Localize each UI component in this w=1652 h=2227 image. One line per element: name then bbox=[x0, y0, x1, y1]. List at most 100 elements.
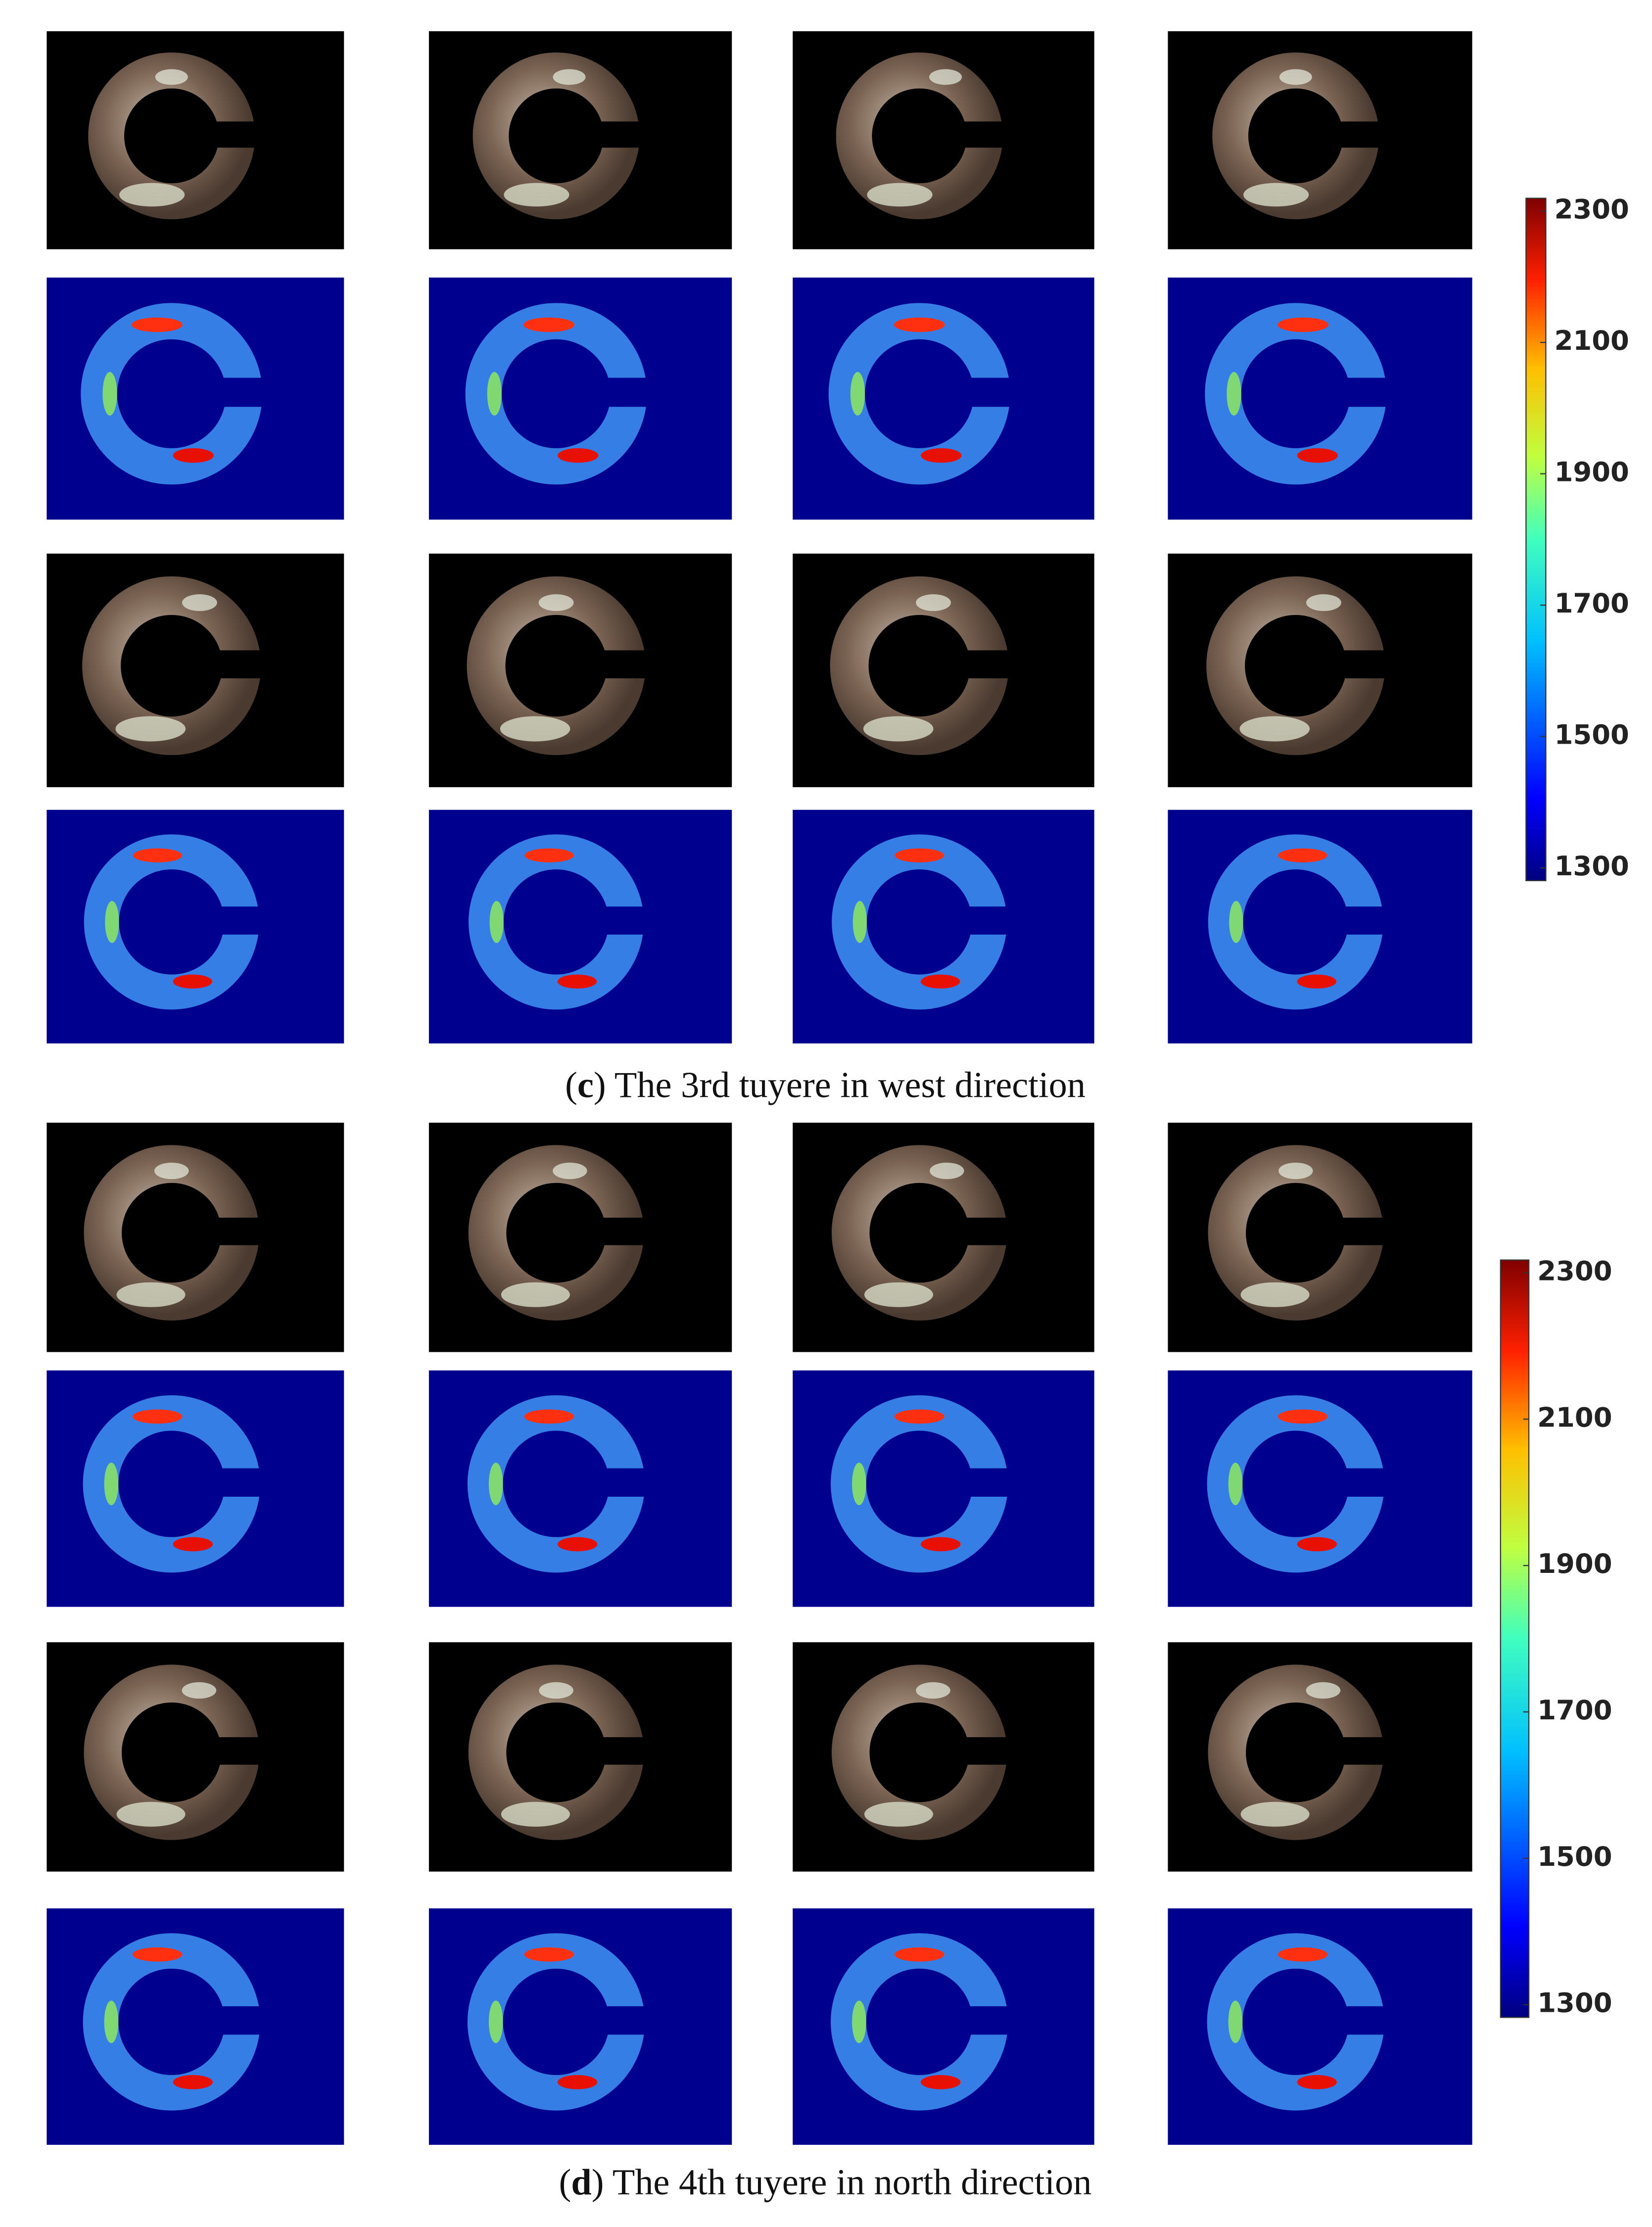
temperature-map bbox=[428, 277, 732, 520]
warm-zone bbox=[852, 1463, 866, 1506]
coke-highlight bbox=[116, 1801, 186, 1827]
tuyere-gap bbox=[542, 1468, 670, 1497]
warm-zone bbox=[102, 372, 117, 416]
tuyere-photo bbox=[793, 1642, 1094, 1872]
hot-zone bbox=[524, 1409, 574, 1424]
temperature-map bbox=[1168, 1370, 1472, 1607]
coke-highlight bbox=[539, 1682, 573, 1699]
coke-highlight bbox=[500, 716, 570, 742]
hot-zone bbox=[1297, 974, 1336, 989]
tuyere-gap bbox=[1282, 1737, 1406, 1765]
colorbar bbox=[1500, 1259, 1530, 2018]
tuyere-photo bbox=[47, 1642, 344, 1872]
tuyere-gap bbox=[157, 2006, 285, 2035]
colorbar bbox=[1525, 197, 1547, 881]
coke-highlight bbox=[1239, 716, 1310, 742]
hot-zone bbox=[921, 974, 960, 989]
colorbar-tick-label: 1700 bbox=[1537, 1695, 1612, 1726]
hot-zone bbox=[895, 848, 944, 862]
coke-highlight bbox=[501, 1801, 570, 1827]
hot-zone bbox=[133, 848, 183, 862]
hot-zone bbox=[1278, 1409, 1328, 1424]
temperature-map bbox=[47, 1370, 344, 1607]
tuyere-gap bbox=[905, 650, 1032, 679]
colorbar-tick-label: 1500 bbox=[1555, 719, 1629, 751]
caption-text: ) The 3rd tuyere in west direction bbox=[594, 1065, 1086, 1106]
hot-zone bbox=[921, 448, 962, 463]
tuyere-gap bbox=[157, 378, 288, 407]
coke-highlight bbox=[1306, 1682, 1341, 1699]
colorbar-tick-label: 1300 bbox=[1537, 1988, 1612, 2019]
temperature-map bbox=[47, 277, 344, 520]
tuyere-gap bbox=[906, 121, 1024, 148]
tuyere-photo bbox=[1168, 31, 1472, 249]
tuyere-gap bbox=[541, 378, 672, 407]
hot-zone bbox=[132, 1947, 183, 1962]
tuyere-photo bbox=[793, 553, 1094, 787]
coke-highlight bbox=[553, 1162, 587, 1180]
warm-zone bbox=[488, 2000, 503, 2043]
tuyere-photo bbox=[428, 1642, 732, 1872]
tuyere-gap bbox=[542, 1217, 666, 1245]
temperature-map bbox=[793, 1370, 1094, 1607]
hot-zone bbox=[557, 1537, 598, 1552]
warm-zone bbox=[850, 372, 865, 416]
colorbar-tick-label: 2100 bbox=[1537, 1402, 1612, 1433]
colorbar-tick-label: 1500 bbox=[1537, 1841, 1612, 1872]
tuyere-photo bbox=[47, 553, 344, 787]
coke-highlight bbox=[115, 716, 186, 742]
coke-highlight bbox=[1278, 1162, 1313, 1180]
hot-zone bbox=[1278, 848, 1327, 862]
coke-highlight bbox=[119, 183, 185, 207]
colorbar-tick-label: 1300 bbox=[1555, 851, 1629, 882]
hot-zone bbox=[173, 2075, 213, 2089]
temperature-map bbox=[47, 1908, 344, 2145]
coke-highlight bbox=[1306, 594, 1341, 612]
panel-caption: (c) The 3rd tuyere in west direction bbox=[565, 1065, 1086, 1106]
coke-highlight bbox=[501, 1282, 570, 1307]
coke-highlight bbox=[1243, 183, 1309, 207]
coke-highlight bbox=[182, 594, 217, 612]
hot-zone bbox=[173, 448, 214, 463]
warm-zone bbox=[104, 1463, 119, 1506]
hot-zone bbox=[921, 1537, 961, 1552]
tuyere-gap bbox=[905, 2006, 1033, 2035]
hot-zone bbox=[173, 974, 212, 989]
coke-highlight bbox=[504, 183, 569, 207]
coke-highlight bbox=[538, 594, 574, 612]
temperature-map bbox=[793, 277, 1094, 520]
tuyere-gap bbox=[542, 650, 668, 679]
panel-caption: (d) The 4th tuyere in north direction bbox=[559, 2162, 1092, 2203]
tuyere-gap bbox=[904, 378, 1036, 407]
temperature-map bbox=[428, 1370, 732, 1607]
colorbar-tick-label: 1900 bbox=[1537, 1548, 1612, 1579]
tuyere-gap bbox=[905, 1468, 1033, 1497]
hot-zone bbox=[558, 448, 599, 463]
colorbar-tick-label: 2100 bbox=[1555, 325, 1629, 356]
tuyere-photo bbox=[1168, 1123, 1472, 1352]
colorbar-tick-label: 1700 bbox=[1555, 588, 1629, 619]
tuyere-photo bbox=[428, 553, 732, 787]
tuyere-gap bbox=[157, 906, 284, 935]
tuyere-gap bbox=[905, 1217, 1030, 1245]
tuyere-photo bbox=[1168, 1642, 1472, 1872]
hot-zone bbox=[132, 1409, 183, 1424]
hot-zone bbox=[524, 1947, 574, 1962]
coke-highlight bbox=[863, 716, 934, 742]
tuyere-gap bbox=[158, 121, 277, 148]
coke-highlight bbox=[1240, 1801, 1310, 1827]
tuyere-gap bbox=[542, 2006, 670, 2035]
hot-zone bbox=[557, 974, 597, 989]
temperature-map bbox=[428, 809, 732, 1043]
warm-zone bbox=[487, 372, 502, 416]
warm-zone bbox=[105, 900, 119, 943]
hot-zone bbox=[1297, 2075, 1337, 2089]
warm-zone bbox=[852, 2000, 866, 2043]
hot-zone bbox=[1297, 1537, 1337, 1552]
temperature-map bbox=[47, 809, 344, 1043]
temperature-map bbox=[428, 1908, 732, 2145]
hot-zone bbox=[1277, 317, 1328, 332]
tuyere-photo bbox=[1168, 553, 1472, 787]
